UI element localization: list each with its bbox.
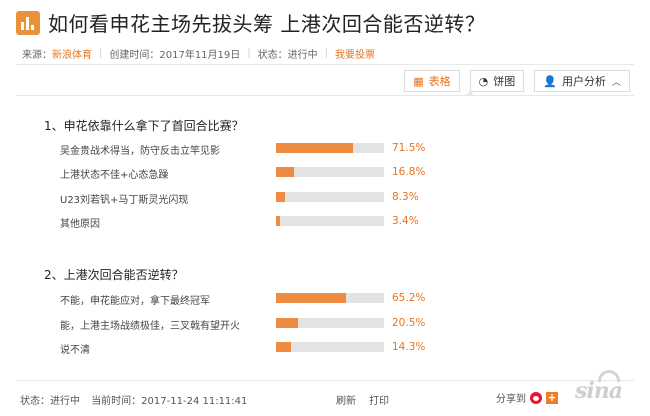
footer-status: 状态：进行中 当前时间：2017-11-24 11:11:41 (20, 392, 247, 407)
status-value: 进行中 (287, 50, 318, 61)
option-label: 上港状态不佳+心态急躁 (60, 170, 169, 181)
toolbar-divider (16, 91, 634, 96)
pie-chart-icon: ◔ (478, 74, 489, 88)
current-time: 当前时间：2017-11-24 11:11:41 (91, 396, 248, 407)
result-percent: 20.5% (392, 317, 426, 329)
divider (16, 64, 634, 65)
option-label: 能，上港主场战绩极佳，三叉戟有望开火 (60, 321, 240, 332)
result-percent: 65.2% (392, 292, 426, 304)
source-link[interactable]: 新浪体育 (52, 50, 92, 61)
meta-divider: | (99, 48, 103, 59)
result-bar-fill (276, 143, 354, 153)
page-title: 如何看申花主场先拔头筹 上港次回合能否逆转？ (48, 12, 486, 36)
result-bar (276, 167, 384, 177)
result-bar (276, 143, 384, 153)
more-share-icon[interactable]: + (546, 390, 558, 404)
result-bar (276, 293, 384, 303)
status-label: 状态： (257, 50, 288, 61)
chevron-up-icon: ︿ (611, 77, 621, 88)
result-bar-fill (276, 216, 280, 226)
active-tab-pointer (465, 91, 475, 96)
bar-chart-icon (16, 10, 40, 35)
question-title: 2、上港次回合能否逆转？ (44, 268, 184, 282)
grid-icon: ▦ (413, 74, 424, 88)
result-percent: 8.3% (392, 191, 419, 203)
result-bar (276, 192, 384, 202)
result-bar (276, 318, 384, 328)
poll-meta: 来源： 新浪体育 | 创建时间： 2017年11月19日 | 状态： 进行中 |… (22, 46, 375, 61)
vote-link[interactable]: 我要投票 (335, 50, 376, 61)
created-date: 2017年11月19日 (159, 50, 241, 61)
pie-view-button[interactable]: ◔ 饼图 (469, 70, 525, 92)
footer-divider (16, 380, 634, 381)
user-icon: 👤 (543, 74, 557, 88)
result-bar-fill (276, 192, 285, 202)
source-label: 来源： (22, 50, 52, 61)
print-link[interactable]: 打印 (369, 396, 389, 407)
share-bar: 分享到 + (496, 390, 558, 405)
result-bar-fill (276, 318, 299, 328)
refresh-link[interactable]: 刷新 (336, 396, 356, 407)
option-label: 其他原因 (60, 219, 100, 230)
footer-status-text: 状态：进行中 (20, 396, 80, 407)
meta-divider: | (247, 48, 251, 59)
table-view-label: 表格 (428, 75, 451, 88)
meta-divider: | (324, 48, 329, 59)
share-label: 分享到 (496, 394, 526, 405)
result-percent: 16.8% (392, 166, 426, 178)
question-title: 1、申花依靠什么拿下了首回合比赛？ (44, 119, 244, 133)
weibo-share-icon[interactable] (530, 391, 542, 404)
sina-watermark: sina (575, 378, 623, 404)
created-label: 创建时间： (109, 50, 160, 61)
result-percent: 71.5% (392, 142, 426, 154)
result-bar (276, 342, 384, 352)
option-label: U23刘若钒+马丁斯灵光闪现 (60, 195, 189, 206)
option-label: 说不清 (60, 345, 90, 356)
result-bar-fill (276, 342, 292, 352)
result-percent: 14.3% (392, 341, 426, 353)
poll-header: 如何看申花主场先拔头筹 上港次回合能否逆转？ (16, 8, 485, 37)
result-bar-fill (276, 293, 347, 303)
result-percent: 3.4% (392, 215, 419, 227)
sina-eye-icon (598, 370, 620, 382)
option-label: 不能，申花能应对，拿下最终冠军 (60, 296, 210, 307)
view-toolbar: ▦ 表格 ◔ 饼图 👤 用户分析 ︿ (404, 70, 630, 92)
table-view-button[interactable]: ▦ 表格 (404, 70, 460, 92)
pie-view-label: 饼图 (493, 75, 516, 88)
user-analysis-dropdown[interactable]: 👤 用户分析 ︿ (534, 70, 630, 92)
user-analysis-label: 用户分析 (561, 75, 606, 88)
option-label: 吴金贵战术得当，防守反击立竿见影 (60, 146, 220, 157)
result-bar (276, 216, 384, 226)
result-bar-fill (276, 167, 295, 177)
